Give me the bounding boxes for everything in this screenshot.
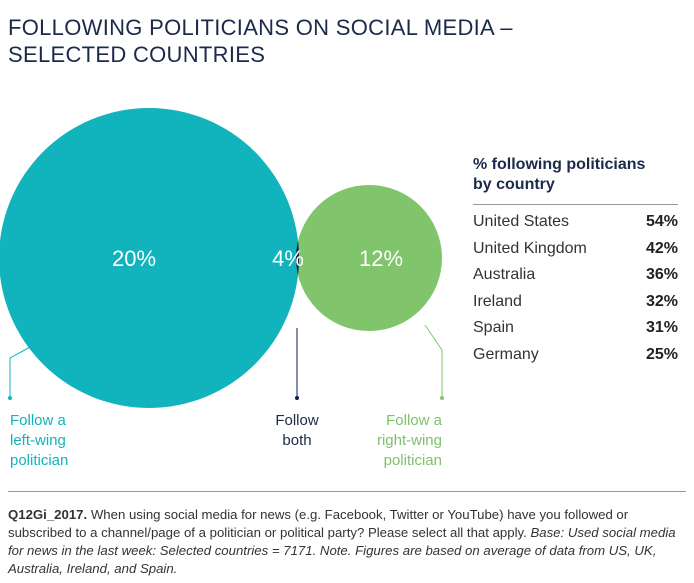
page-title: FOLLOWING POLITICIANS ON SOCIAL MEDIA – … bbox=[8, 14, 648, 68]
country-value: 54% bbox=[645, 213, 678, 230]
footnote-question: When using social media for news (e.g. F… bbox=[8, 507, 629, 540]
country-value: 25% bbox=[645, 345, 678, 363]
left-label-line-3: politician bbox=[10, 452, 69, 469]
left-wing-circle bbox=[0, 108, 299, 408]
table-row: United Kingdom 42% bbox=[473, 236, 678, 263]
table-row: Germany 25% bbox=[473, 342, 678, 369]
table-heading-line-2: by country bbox=[473, 176, 555, 193]
table-heading: % following politicians by country bbox=[473, 155, 678, 195]
right-wing-label: Follow a right-wing politician bbox=[340, 411, 442, 471]
left-wing-label: Follow a left-wing politician bbox=[10, 411, 68, 471]
title-line-1: FOLLOWING POLITICIANS ON SOCIAL MEDIA – bbox=[8, 15, 513, 40]
table-row: Australia 36% bbox=[473, 262, 678, 289]
footnote: Q12Gi_2017. When using social media for … bbox=[8, 491, 686, 578]
right-label-line-2: right-wing bbox=[376, 432, 442, 449]
country-value: 42% bbox=[645, 239, 678, 257]
country-name: Ireland bbox=[473, 292, 522, 310]
table-row: Spain 31% bbox=[473, 315, 678, 342]
right-label-line-3: politician bbox=[383, 452, 442, 469]
left-label-line-2: left-wing bbox=[10, 432, 66, 449]
right-leader-line bbox=[424, 324, 443, 398]
both-leader-dot bbox=[295, 396, 299, 400]
both-label-line-2: both bbox=[282, 432, 312, 449]
table-row: United States 54% bbox=[473, 209, 678, 236]
left-label-line-1: Follow a bbox=[10, 412, 66, 429]
right-wing-circle bbox=[296, 185, 442, 331]
country-value: 32% bbox=[645, 292, 678, 310]
country-name: Germany bbox=[473, 345, 539, 363]
country-name: Australia bbox=[473, 266, 536, 283]
footnote-code: Q12Gi_2017. bbox=[8, 507, 88, 522]
country-name: Spain bbox=[473, 319, 514, 336]
right-value: 12% bbox=[359, 246, 403, 271]
table-row: Ireland 32% bbox=[473, 289, 678, 316]
right-leader-dot bbox=[440, 396, 444, 400]
footnote-base: Base: Used social media for news in the … bbox=[8, 525, 676, 576]
left-value: 20% bbox=[112, 246, 156, 271]
country-name: United States bbox=[473, 213, 570, 230]
country-value: 31% bbox=[645, 319, 678, 336]
both-label-line-1: Follow bbox=[275, 412, 319, 429]
country-value: 36% bbox=[645, 266, 678, 283]
country-table: % following politicians by country Unite… bbox=[473, 155, 678, 368]
right-label-line-1: Follow a bbox=[386, 412, 442, 429]
both-label: Follow both bbox=[255, 411, 339, 451]
left-leader-dot bbox=[8, 396, 12, 400]
country-name: United Kingdom bbox=[473, 239, 587, 257]
table-divider bbox=[473, 204, 678, 205]
overlap-value: 4% bbox=[272, 246, 304, 271]
table-heading-line-1: % following politicians bbox=[473, 156, 646, 173]
title-line-2: SELECTED COUNTRIES bbox=[8, 42, 266, 67]
